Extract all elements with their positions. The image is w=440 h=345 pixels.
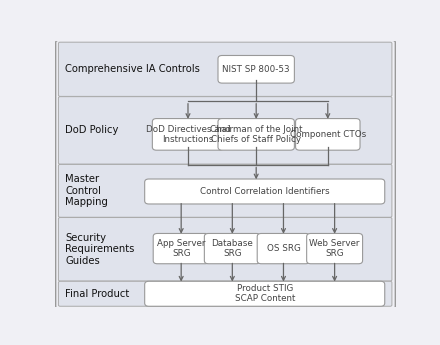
- Text: Database
SRG: Database SRG: [212, 239, 253, 258]
- FancyBboxPatch shape: [145, 281, 385, 306]
- Text: Chairman of the Joint
Chiefs of Staff Policy: Chairman of the Joint Chiefs of Staff Po…: [210, 125, 302, 144]
- FancyBboxPatch shape: [59, 218, 392, 281]
- FancyBboxPatch shape: [296, 119, 360, 150]
- Text: Control Correlation Identifiers: Control Correlation Identifiers: [200, 187, 330, 196]
- Text: Web Server
SRG: Web Server SRG: [309, 239, 360, 258]
- Text: Comprehensive IA Controls: Comprehensive IA Controls: [65, 64, 200, 74]
- FancyBboxPatch shape: [152, 119, 224, 150]
- FancyBboxPatch shape: [56, 40, 395, 308]
- Text: NIST SP 800-53: NIST SP 800-53: [222, 65, 290, 74]
- Text: DoD Directives and
Instructions: DoD Directives and Instructions: [146, 125, 231, 144]
- FancyBboxPatch shape: [218, 119, 294, 150]
- FancyBboxPatch shape: [204, 234, 260, 264]
- FancyBboxPatch shape: [257, 234, 310, 264]
- FancyBboxPatch shape: [59, 97, 392, 164]
- FancyBboxPatch shape: [59, 42, 392, 96]
- Text: Security
Requirements
Guides: Security Requirements Guides: [65, 233, 135, 266]
- Text: DoD Policy: DoD Policy: [65, 125, 119, 135]
- FancyBboxPatch shape: [307, 234, 363, 264]
- Text: App Server
SRG: App Server SRG: [157, 239, 205, 258]
- FancyBboxPatch shape: [218, 56, 294, 83]
- Text: Product STIG
SCAP Content: Product STIG SCAP Content: [235, 284, 295, 304]
- FancyBboxPatch shape: [153, 234, 209, 264]
- Text: Master
Control
Mapping: Master Control Mapping: [65, 174, 108, 207]
- Text: Final Product: Final Product: [65, 289, 129, 299]
- FancyBboxPatch shape: [145, 179, 385, 204]
- Text: OS SRG: OS SRG: [267, 244, 301, 253]
- Text: Component CTOs: Component CTOs: [290, 130, 366, 139]
- FancyBboxPatch shape: [59, 281, 392, 306]
- FancyBboxPatch shape: [59, 165, 392, 217]
